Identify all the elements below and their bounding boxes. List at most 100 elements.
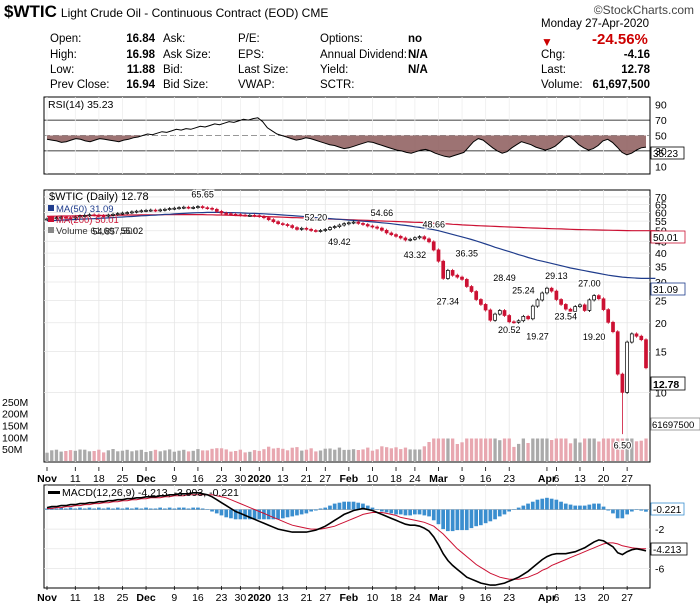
candle-body — [403, 237, 408, 241]
price-tick-label: 55 — [655, 216, 667, 228]
macd-histogram-bar — [460, 509, 464, 531]
volume-bar — [135, 450, 139, 461]
volume-bar — [587, 438, 592, 461]
volume-bar — [106, 450, 110, 461]
candle-body — [271, 219, 276, 223]
candle-body — [280, 223, 285, 225]
x-axis-middle-label: 18 — [390, 473, 402, 485]
candle-body — [370, 225, 375, 228]
macd-histogram-bar — [549, 498, 554, 510]
volume-bar — [215, 448, 219, 461]
macd-histogram-bar — [130, 508, 134, 510]
candle-body — [479, 299, 483, 305]
candle-body — [219, 211, 224, 214]
volume-bar — [517, 443, 521, 461]
volume-bar — [583, 438, 587, 461]
price-annotation: 23.54 — [555, 311, 578, 321]
quote-header: $WTIC Light Crude Oil - Continuous Contra… — [0, 0, 700, 95]
macd-current-box: -4.213 — [650, 542, 688, 556]
volume-bar — [271, 448, 276, 461]
macd-histogram-bar — [540, 498, 545, 510]
volume-bar — [413, 449, 417, 461]
candle-body — [101, 215, 106, 217]
volume-bar — [248, 451, 252, 461]
macd-line — [46, 492, 647, 586]
price-tick-label: 40 — [655, 248, 667, 260]
legend-volume: Volume 61,697,500 — [56, 226, 138, 237]
volume-bar — [526, 443, 530, 461]
volume-tick-label: 50M — [2, 444, 22, 456]
candle-body — [554, 290, 559, 300]
volume-bar — [441, 438, 445, 461]
volume-bar — [366, 447, 370, 461]
rsi-tick-label: 90 — [655, 100, 667, 112]
macd-histogram-bar — [186, 508, 191, 510]
candle-body — [285, 224, 290, 226]
ma200-swatch — [48, 216, 54, 222]
volume-bar — [507, 438, 511, 461]
x-axis-middle-label: 10 — [367, 473, 379, 485]
volume-bar — [318, 450, 323, 461]
x-axis-middle-label: 23 — [216, 473, 228, 485]
volume-bar — [474, 438, 478, 461]
high-value: 16.98 — [126, 49, 155, 61]
macd-histogram-bar — [78, 507, 82, 510]
volume-tick-label: 100M — [2, 432, 28, 444]
ma50-current-frame — [650, 282, 686, 296]
volume-bar — [375, 449, 379, 461]
prev-close-label: Prev Close: — [50, 79, 110, 91]
volume-bar — [257, 450, 261, 461]
candle-body — [153, 209, 158, 212]
volume-bar — [446, 438, 450, 461]
macd-histogram-bar — [507, 509, 511, 512]
candle-body — [299, 227, 304, 230]
macd-histogram-bar — [450, 509, 455, 532]
macd-histogram-bar — [446, 509, 450, 532]
ma200-current-box: 50.01 — [650, 230, 686, 244]
candle-body — [535, 299, 540, 307]
candle-body — [82, 215, 87, 217]
x-axis-bottom-label: 23 — [503, 592, 515, 603]
rsi-tick-label: 70 — [655, 115, 667, 127]
stockcharts-logo[interactable]: ©StockCharts.com — [593, 3, 694, 17]
candle-body — [313, 230, 318, 232]
macd-histogram-bar — [389, 509, 394, 514]
x-axis-middle-label: Dec — [136, 473, 155, 485]
macd-histogram-bar — [45, 508, 49, 510]
macd-histogram-bar — [483, 509, 488, 524]
price-annotation: 19.20 — [583, 332, 606, 342]
dividend-label: Annual Dividend: — [320, 49, 407, 61]
macd-histogram-bar — [502, 509, 507, 515]
macd-histogram-bar — [181, 507, 186, 510]
macd-histogram-bar — [347, 501, 351, 510]
x-axis-middle-label: 9 — [171, 473, 177, 485]
candle-body — [97, 214, 101, 217]
volume-bar — [234, 451, 238, 461]
macd-histogram-bar — [304, 509, 309, 514]
bid-size-label: Bid Size: — [163, 79, 209, 91]
volume-bar — [201, 450, 205, 461]
volume-bar — [455, 444, 459, 461]
macd-histogram-bar — [431, 509, 436, 521]
macd-histogram-bar — [469, 509, 474, 529]
macd-histogram-bar — [247, 509, 252, 520]
x-axis-middle-label: Mar — [429, 473, 448, 485]
price-tick-label: 20 — [655, 318, 667, 330]
volume-bar — [309, 448, 313, 461]
macd-histogram-bar — [479, 509, 483, 526]
candle-body — [68, 217, 73, 219]
macd-histogram-bar — [158, 507, 162, 510]
candle-body — [54, 217, 59, 220]
candle-body — [625, 341, 629, 393]
price-annotation: 20.52 — [498, 325, 521, 335]
x-axis-middle-label: 9 — [459, 473, 465, 485]
macd-histogram-bar — [111, 508, 115, 510]
macd-histogram-bar — [101, 508, 106, 510]
volume-bar — [210, 448, 214, 461]
macd-histogram-bar — [422, 509, 427, 516]
volume-bar — [535, 438, 540, 461]
volume-bar — [601, 438, 606, 461]
x-axis-bottom-label: 21 — [301, 592, 313, 603]
candle-body — [276, 221, 280, 224]
